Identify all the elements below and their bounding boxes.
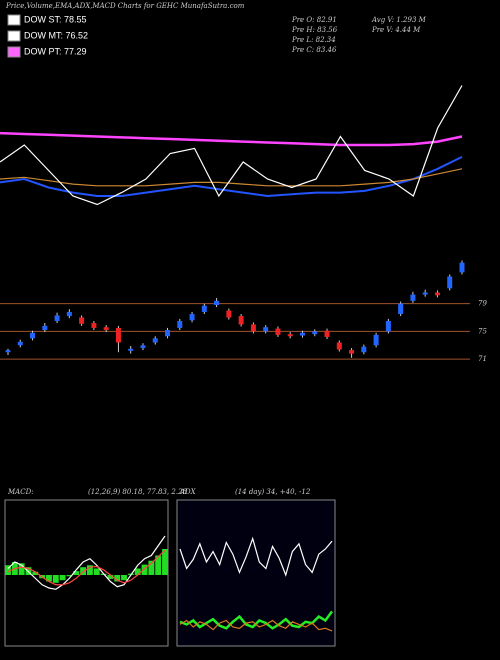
info-text: Pre L: 82.34 xyxy=(291,36,336,44)
info-text: Pre H: 83.56 xyxy=(291,26,338,34)
histogram-bar xyxy=(155,555,162,575)
candle-body xyxy=(226,310,232,318)
title: Price,Volume,EMA,ADX,MACD Charts for GEH… xyxy=(5,2,245,10)
indicator-line xyxy=(7,535,166,590)
macd-frame xyxy=(4,499,169,647)
candle-body xyxy=(263,327,269,332)
histogram-bar xyxy=(107,575,114,579)
info-text: Pre C: 83.46 xyxy=(291,46,337,54)
candle-body xyxy=(103,327,109,330)
candle-body xyxy=(385,320,391,332)
histogram-bar xyxy=(46,575,52,582)
legend-entry: DOW ST: 78.55 xyxy=(24,14,87,24)
y-tick-label: 79 xyxy=(478,300,487,308)
ema-line xyxy=(0,168,463,187)
candle-body xyxy=(238,316,244,325)
candle-body xyxy=(189,314,195,321)
candle-body xyxy=(152,338,158,343)
histogram-bar xyxy=(32,571,39,575)
indicator-line xyxy=(7,549,166,586)
panel-title: ADX xyxy=(179,488,197,496)
candle-body xyxy=(115,327,121,343)
histogram-bar xyxy=(59,575,66,581)
histogram-bar xyxy=(66,575,73,577)
legend-entry: DOW PT: 77.29 xyxy=(24,46,87,56)
candle-body xyxy=(165,330,171,337)
candle-body xyxy=(79,317,85,324)
y-tick-label: 75 xyxy=(478,327,487,335)
candle-body xyxy=(30,332,36,339)
legend-swatch xyxy=(7,30,21,42)
candle-body xyxy=(447,276,453,289)
panel-title: MACD: xyxy=(7,488,34,496)
info-text: Pre O: 82.91 xyxy=(291,16,337,24)
candle-body xyxy=(91,323,97,328)
histogram-bar xyxy=(52,575,59,583)
candle-body xyxy=(140,345,146,349)
indicator-line xyxy=(179,536,333,577)
candle-body xyxy=(5,350,11,353)
histogram-bar xyxy=(18,563,25,575)
ema-line xyxy=(0,156,463,198)
candle-body xyxy=(336,342,342,350)
histogram-bar xyxy=(134,568,141,575)
candle-body xyxy=(250,324,256,332)
candle-body xyxy=(54,315,60,321)
candle-body xyxy=(275,328,281,335)
y-tick-label: 71 xyxy=(478,355,487,363)
histogram-bar xyxy=(148,560,155,575)
info-text: Avg V: 1.293 M xyxy=(371,16,427,24)
candle-body xyxy=(299,332,305,336)
histogram-bar xyxy=(141,564,148,575)
candle-body xyxy=(42,325,48,330)
candle-body xyxy=(287,334,293,337)
candle-body xyxy=(66,311,72,317)
histogram-bar xyxy=(114,575,121,582)
ema-line xyxy=(0,85,463,206)
candle-body xyxy=(214,300,220,305)
histogram-bar xyxy=(73,571,80,575)
legend-swatch xyxy=(7,46,21,58)
histogram-bar xyxy=(93,568,100,575)
candle-body xyxy=(128,348,134,351)
candle-body xyxy=(410,294,416,301)
candle-body xyxy=(17,341,23,346)
histogram-bar xyxy=(162,549,168,575)
candle-body xyxy=(434,292,440,296)
histogram-bar xyxy=(121,575,127,581)
info-text: Pre V: 4.44 M xyxy=(371,26,421,34)
candle-body xyxy=(398,303,404,315)
panel-subtitle: (14 day) 34, +40, -12 xyxy=(235,488,311,496)
candle-body xyxy=(459,262,465,273)
panel-subtitle: (12,26,9) 80.18, 77.83, 2.28 xyxy=(88,488,188,496)
candle-body xyxy=(312,331,318,335)
candle-body xyxy=(373,334,379,346)
candle-body xyxy=(177,320,183,328)
candle-body xyxy=(349,350,355,354)
histogram-bar xyxy=(86,565,93,575)
legend-swatch xyxy=(7,14,21,26)
ema-line xyxy=(0,131,463,147)
indicator-line xyxy=(179,619,333,632)
histogram-bar xyxy=(5,565,11,575)
candle-body xyxy=(422,292,428,295)
candle-body xyxy=(201,305,207,312)
legend-entry: DOW MT: 76.52 xyxy=(24,30,88,40)
candle-body xyxy=(361,346,367,353)
candle-body xyxy=(324,330,330,337)
